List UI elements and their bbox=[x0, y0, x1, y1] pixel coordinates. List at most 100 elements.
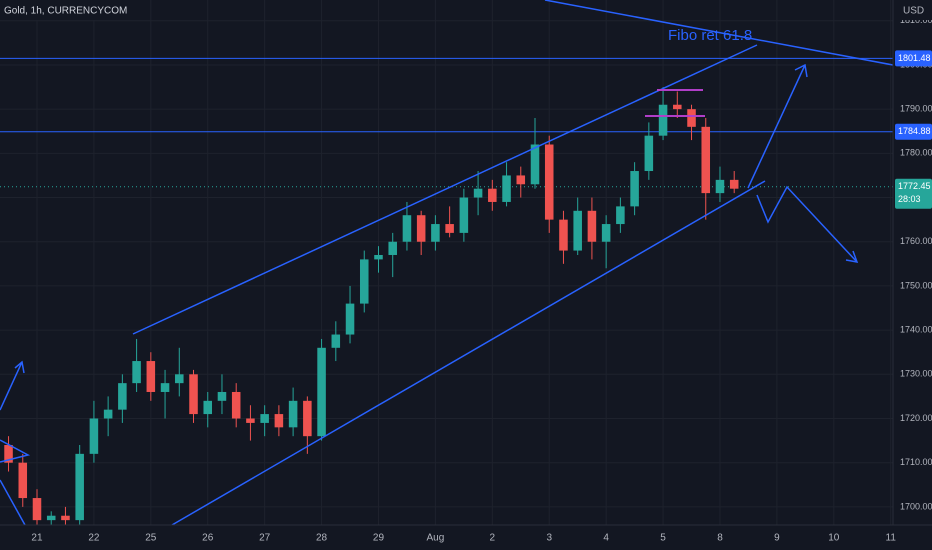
arrow-zigzag bbox=[756, 185, 858, 263]
last-price-tag bbox=[895, 178, 932, 209]
candle-body bbox=[616, 206, 625, 225]
y-tick-label: 1730.00 bbox=[900, 369, 932, 379]
y-tick-label: 1810.00 bbox=[900, 15, 932, 25]
candle-body bbox=[601, 224, 611, 242]
candle-body bbox=[502, 175, 511, 202]
candle-body bbox=[473, 188, 483, 198]
y-tick-label: 1790.00 bbox=[900, 104, 932, 114]
candle-body bbox=[18, 462, 28, 499]
candle-body bbox=[488, 188, 497, 202]
chart-title: Gold, 1h, CURRENCYCOM bbox=[4, 6, 127, 17]
candle-body bbox=[729, 179, 739, 189]
header-bg bbox=[0, 0, 130, 20]
x-tick-label: 21 bbox=[31, 533, 43, 544]
candle-body bbox=[445, 224, 454, 233]
arrow-up bbox=[747, 64, 806, 189]
candle-body bbox=[217, 391, 227, 401]
x-tick-label: 8 bbox=[717, 533, 723, 544]
x-tick-label: 3 bbox=[546, 533, 552, 544]
candle-body bbox=[118, 383, 127, 410]
x-tick-label: 26 bbox=[202, 533, 214, 544]
level-tag bbox=[895, 50, 932, 67]
candle-body bbox=[103, 409, 113, 419]
x-tick-label: 11 bbox=[886, 533, 897, 544]
arrow-head bbox=[845, 250, 859, 263]
time-axis bbox=[0, 525, 932, 550]
annotation: Fibo ret 61.8 bbox=[668, 27, 752, 44]
x-tick-label: 22 bbox=[88, 533, 100, 544]
x-tick-label: Aug bbox=[427, 533, 445, 544]
level-tag-label: 1801.48 bbox=[898, 53, 931, 63]
candle-body bbox=[416, 215, 426, 242]
channel-lower bbox=[171, 180, 766, 526]
candle-body bbox=[658, 104, 668, 136]
candle-body bbox=[516, 175, 526, 185]
candle-body bbox=[388, 241, 397, 255]
candle-body bbox=[715, 179, 725, 194]
candle-body bbox=[46, 515, 56, 521]
candle-body bbox=[260, 414, 269, 423]
y-tick-label: 1750.00 bbox=[900, 280, 932, 290]
candle-body bbox=[146, 361, 156, 392]
candle-body bbox=[544, 144, 554, 220]
candle-body bbox=[274, 414, 284, 428]
x-tick-label: 9 bbox=[774, 533, 780, 544]
x-tick-label: 5 bbox=[660, 533, 666, 544]
candle-body bbox=[644, 135, 654, 172]
candle-body bbox=[402, 215, 412, 242]
candle-body bbox=[175, 374, 184, 384]
candle-body bbox=[61, 515, 70, 521]
countdown: 28:03 bbox=[898, 194, 921, 204]
candle-body bbox=[75, 453, 84, 521]
channel-upper bbox=[132, 44, 758, 335]
drawings: Fibo ret 61.8 bbox=[0, 0, 894, 526]
y-tick-label: 1710.00 bbox=[900, 457, 932, 467]
x-tick-label: 29 bbox=[373, 533, 385, 544]
x-tick-label: 4 bbox=[603, 533, 609, 544]
candle-body bbox=[303, 400, 312, 437]
arrow-head bbox=[14, 360, 25, 374]
candle-body bbox=[203, 400, 213, 415]
candle-body bbox=[701, 126, 711, 194]
trend-line bbox=[544, 0, 894, 66]
arrow-head bbox=[794, 63, 808, 78]
left-lines bbox=[0, 479, 26, 526]
y-tick-label: 1780.00 bbox=[900, 148, 932, 158]
candle-body bbox=[89, 418, 99, 454]
candles bbox=[4, 87, 739, 525]
currency-bg bbox=[896, 2, 932, 20]
candle-body bbox=[189, 374, 198, 415]
candle-body bbox=[359, 259, 369, 304]
candle-body bbox=[288, 400, 298, 428]
currency: USD bbox=[903, 6, 924, 17]
candle-body bbox=[673, 104, 682, 110]
candle-body bbox=[4, 445, 13, 463]
last-price-label: 1772.45 bbox=[898, 181, 931, 191]
candle-body bbox=[317, 347, 326, 437]
x-tick-label: 28 bbox=[316, 533, 328, 544]
x-tick-label: 2 bbox=[490, 533, 496, 544]
candle-body bbox=[459, 197, 469, 233]
candle-body bbox=[587, 210, 597, 242]
candle-body bbox=[32, 498, 42, 521]
y-tick-label: 1720.00 bbox=[900, 413, 932, 423]
candle-body bbox=[160, 383, 170, 392]
range-marks bbox=[645, 89, 705, 117]
y-tick-label: 1700.00 bbox=[900, 501, 932, 511]
candle-body bbox=[132, 361, 141, 384]
x-tick-label: 27 bbox=[259, 533, 271, 544]
candle-body bbox=[431, 224, 440, 242]
level-tag bbox=[895, 123, 932, 140]
x-tick-label: 25 bbox=[145, 533, 157, 544]
candle-body bbox=[559, 219, 568, 251]
level-tag-label: 1784.88 bbox=[898, 126, 931, 136]
candle-body bbox=[687, 109, 696, 127]
x-tick-label: 10 bbox=[828, 533, 840, 544]
left-lines bbox=[0, 439, 31, 463]
price-axis bbox=[893, 0, 932, 550]
candle-body bbox=[331, 334, 341, 348]
price-tags: 1801.48 1784.88 1772.45 28:03 bbox=[895, 50, 932, 209]
